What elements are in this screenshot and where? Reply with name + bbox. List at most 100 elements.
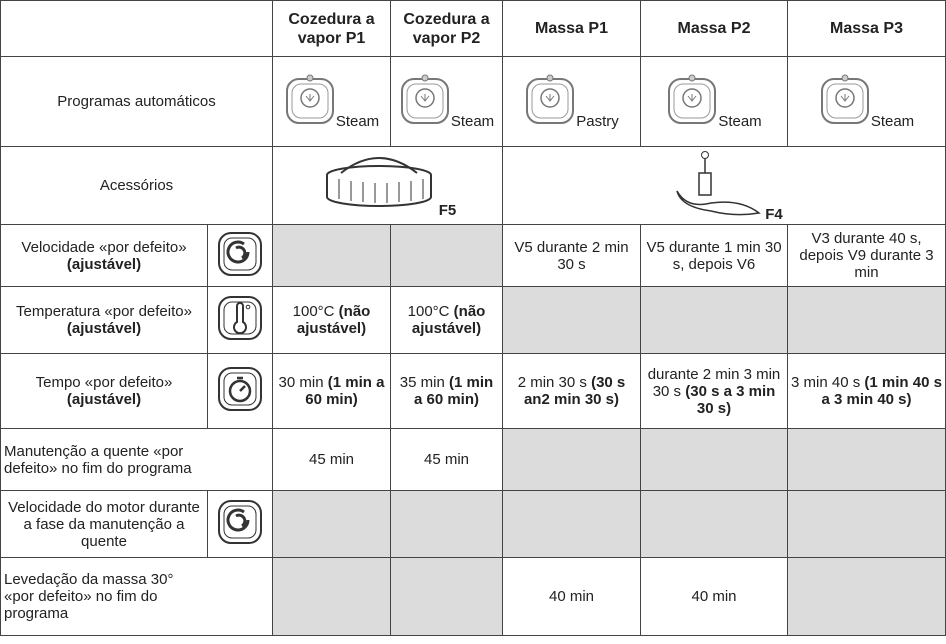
table-row: Acessórios F5 F4 — [0, 146, 946, 225]
value-cell — [272, 490, 391, 558]
value-cell — [272, 557, 391, 636]
row-label: Acessórios — [0, 146, 273, 225]
cell-bold: (não ajustável) — [411, 303, 486, 337]
cell-text: 45 min — [308, 451, 355, 468]
cell-bold: (1 min a 60 min) — [305, 374, 385, 408]
program-cell: Steam — [787, 56, 946, 147]
program-cell: Steam — [390, 56, 503, 147]
value-cell — [390, 490, 503, 558]
column-header: Massa P1 — [502, 0, 641, 57]
button-label: Steam — [450, 112, 495, 130]
accessory-drawing — [325, 156, 432, 207]
value-cell: 45 min — [272, 428, 391, 491]
table-row: Cozedura a vapor P1 Cozedura a vapor P2 Ma… — [0, 0, 946, 57]
accessory: F4 — [506, 149, 942, 223]
icon-cell — [207, 353, 273, 429]
setting-icon — [218, 296, 262, 340]
row-label: Manutenção a quente «por defeito» no fim… — [0, 428, 273, 491]
value-cell — [390, 557, 503, 636]
value-cell: V3 durante 40 s, depois V9 durante 3 min — [787, 224, 946, 287]
value-cell — [640, 286, 788, 354]
icon-cell — [207, 286, 273, 354]
button-icon — [400, 74, 449, 124]
cell-bold: (1 min a 60 min) — [413, 374, 494, 408]
program-cell: Steam — [640, 56, 788, 147]
program-button: Steam — [276, 74, 387, 130]
row-label: Programas automáticos — [0, 56, 273, 147]
header-blank — [0, 0, 273, 57]
row-label: Levedação da massa 30° «por defeito» no … — [0, 557, 273, 636]
cell-text: 100°C — [407, 303, 454, 320]
value-cell — [390, 224, 503, 287]
accessory-cell: F5 — [272, 146, 503, 225]
accessory: F5 — [276, 153, 499, 219]
value-cell: 35 min (1 min a 60 min) — [390, 353, 503, 429]
button-icon — [526, 74, 575, 124]
value-cell: 100°C (não ajustável) — [272, 286, 391, 354]
value-cell — [640, 428, 788, 491]
button-icon — [285, 74, 334, 124]
value-cell — [502, 428, 641, 491]
label-text: Velocidade do motor durante a fase da ma… — [8, 498, 200, 550]
program-button: Steam — [644, 74, 784, 130]
cell-text: V3 durante 40 s, depois V9 durante 3 min — [799, 230, 934, 281]
accessory-cell: F4 — [502, 146, 946, 225]
cell-text: durante 2 min 3 min 30 s — [647, 365, 781, 400]
row-label: Temperatura «por defeito» (ajustável) — [0, 286, 208, 354]
table-row: Temperatura «por defeito» (ajustável) 100… — [0, 286, 946, 354]
value-cell: V5 durante 2 min 30 s — [502, 224, 641, 287]
row-label: Velocidade «por defeito» (ajustável) — [0, 224, 208, 287]
value-cell — [272, 224, 391, 287]
value-cell: 30 min (1 min a 60 min) — [272, 353, 391, 429]
program-button: Steam — [791, 74, 942, 130]
cell-bold: (30 s an2 min 30 s) — [523, 374, 626, 408]
cell-text: V5 durante 1 min 30 s, depois V6 — [646, 238, 782, 273]
label-bold: (ajustável) — [66, 391, 142, 408]
cell-bold: (30 s a 3 min 30 s) — [685, 382, 776, 417]
value-cell — [787, 286, 946, 354]
icon-cell — [207, 490, 273, 558]
column-header: Cozedura a vapor P1 — [272, 0, 391, 57]
label-text: Tempo «por defeito» — [35, 374, 173, 391]
cell-text: 35 min — [399, 374, 449, 391]
column-header: Massa P2 — [640, 0, 788, 57]
value-cell: V5 durante 1 min 30 s, depois V6 — [640, 224, 788, 287]
cell-text: 45 min — [423, 451, 470, 468]
cell-bold: (não ajustável) — [296, 303, 371, 337]
row-label: Tempo «por defeito» (ajustável) — [0, 353, 208, 429]
table-row: Levedação da massa 30° «por defeito» no … — [0, 557, 946, 636]
label-text: Manutenção a quente «por defeito» no fim… — [4, 442, 192, 477]
table-row: Velocidade «por defeito» (ajustável) V5 d… — [0, 224, 946, 287]
value-cell — [502, 490, 641, 558]
label-bold: (ajustável) — [66, 255, 142, 273]
label-text: Levedação da massa 30° «por defeito» no … — [4, 571, 174, 622]
cell-text: 30 min — [278, 374, 328, 391]
value-cell: 3 min 40 s (1 min 40 s a 3 min 40 s) — [787, 353, 946, 429]
label-text: Velocidade «por defeito» — [21, 238, 187, 256]
label-text: Temperatura «por defeito» — [16, 303, 192, 320]
value-cell: 40 min — [640, 557, 788, 636]
table-row: Manutenção a quente «por defeito» no fim… — [0, 428, 946, 491]
cell-text: 100°C — [292, 303, 339, 320]
value-cell — [502, 286, 641, 354]
button-icon — [820, 74, 869, 124]
accessory-label: F5 — [438, 201, 457, 219]
button-icon — [668, 74, 717, 124]
value-cell: 40 min — [502, 557, 641, 636]
accessory-label: F4 — [765, 205, 783, 223]
label-bold: (ajustável) — [66, 320, 142, 337]
value-cell: 2 min 30 s (30 s an2 min 30 s) — [502, 353, 641, 429]
program-button: Pastry — [506, 74, 637, 130]
setting-icon — [218, 231, 262, 276]
setting-icon — [218, 500, 262, 544]
cell-text: 3 min 40 s — [791, 374, 865, 391]
setting-icon — [218, 367, 262, 411]
value-cell: durante 2 min 3 min 30 s (30 s a 3 min 3… — [640, 353, 788, 429]
program-cell: Pastry — [502, 56, 641, 147]
accessory-drawing — [676, 150, 762, 215]
row-label: Velocidade do motor durante a fase da ma… — [0, 490, 208, 558]
cell-text: 2 min 30 s — [517, 374, 592, 391]
